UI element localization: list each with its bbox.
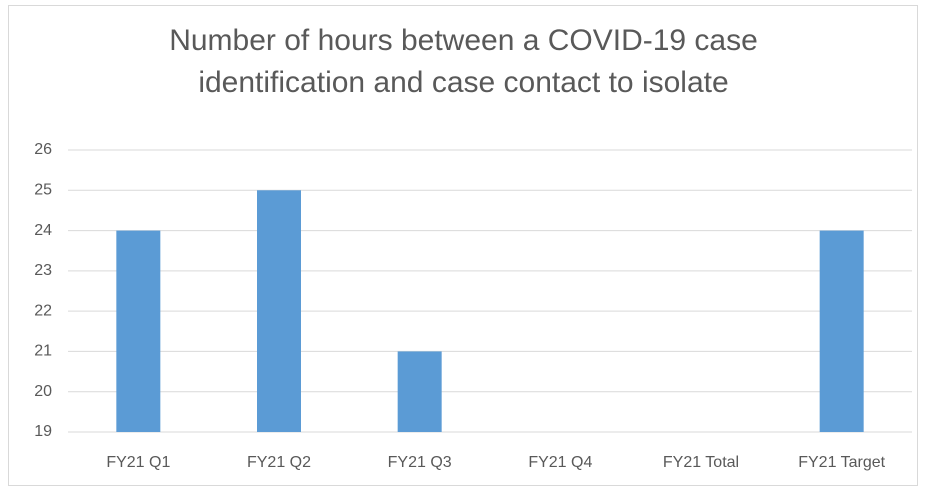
bar: [819, 230, 864, 432]
y-tick-label: 25: [34, 182, 52, 199]
y-tick-label: 21: [34, 343, 52, 360]
y-tick-label: 26: [34, 141, 52, 158]
bar: [397, 351, 442, 432]
bar: [116, 230, 161, 432]
y-tick-label: 19: [34, 423, 52, 440]
y-tick-label: 23: [34, 262, 52, 279]
chart-title: Number of hours between a COVID-19 case …: [169, 24, 758, 99]
x-tick-label: FY21 Total: [663, 454, 739, 471]
x-tick-label: FY21 Q3: [388, 454, 452, 471]
x-tick-label: FY21 Target: [798, 454, 885, 471]
y-tick-label: 20: [34, 383, 52, 400]
y-tick-label: 22: [34, 302, 52, 319]
bar: [257, 190, 301, 432]
y-tick-label: 24: [34, 222, 52, 239]
x-tick-label: FY21 Q4: [528, 454, 592, 471]
title-box: Number of hours between a COVID-19 case …: [0, 20, 927, 104]
x-tick-label: FY21 Q2: [247, 454, 311, 471]
x-tick-label: FY21 Q1: [106, 454, 170, 471]
